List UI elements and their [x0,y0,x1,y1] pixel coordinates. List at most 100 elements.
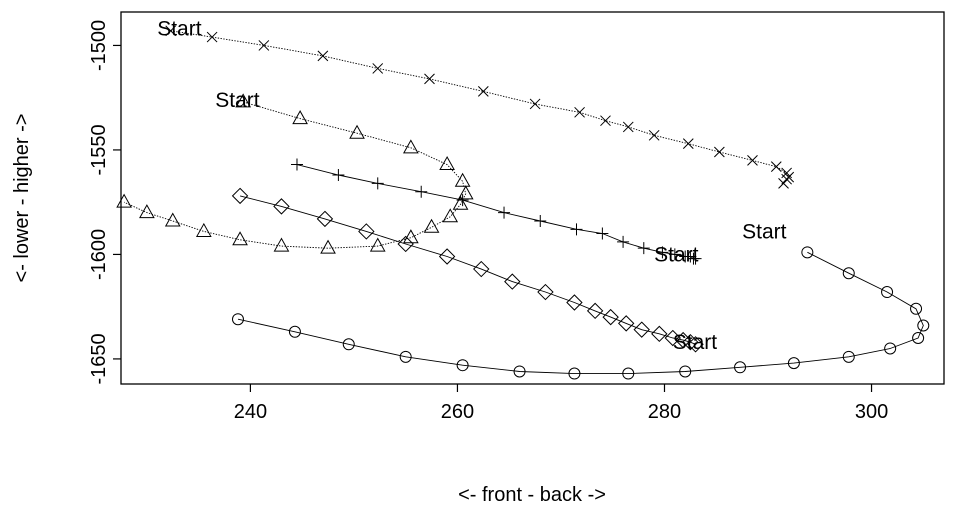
data-point [801,246,814,259]
data-point [689,252,702,265]
data-point [438,248,456,265]
data-point [617,315,635,332]
series-5: Start [231,220,930,380]
data-point [842,267,855,280]
data-point [258,40,270,51]
data-point [442,208,459,223]
data-point [917,319,930,332]
data-point [273,237,290,252]
data-point [651,325,668,343]
data-point [637,242,650,255]
data-point [633,321,650,338]
start-annotation: Start [742,220,787,243]
y-axis-label: <- lower - higher -> [11,114,33,283]
data-point [116,193,132,208]
data-point [206,31,218,43]
data-point [574,106,585,118]
data-point [787,357,800,370]
data-point [164,212,181,227]
data-point [884,342,897,355]
data-point [600,115,611,127]
series-1-line [170,30,790,184]
data-point [656,246,669,259]
data-point [668,248,681,261]
data-point [679,365,692,378]
data-point [842,350,855,363]
data-point [684,250,697,263]
x-axis: 240 260 280 300 [234,384,888,423]
data-point [537,283,554,301]
data-point [439,156,455,171]
data-point [372,63,384,74]
series-3: Start [290,158,702,266]
x-axis-label: <- front - back -> [458,484,606,506]
data-point [454,172,471,187]
data-point [415,185,428,198]
data-point [566,294,583,311]
data-point [734,361,747,374]
series-2: Start [116,89,474,254]
data-point [349,124,365,139]
data-point [369,237,386,252]
data-point [602,308,619,326]
data-point [358,223,375,240]
series-4: Start [231,187,718,354]
x-tick-label: 300 [855,401,888,423]
series-4-line [239,195,696,345]
y-tick-label: -1500 [88,20,110,71]
data-point [456,359,469,372]
data-point [664,329,681,347]
data-point [747,155,758,166]
x-tick-label: 260 [441,401,474,423]
data-point [317,50,329,62]
series-2-line [123,101,467,249]
data-point [682,138,694,150]
data-point [165,25,177,37]
series-layer: Start Start Start Start Start [116,18,930,380]
start-annotation: Start [215,89,260,112]
data-point [910,302,923,315]
data-point [504,273,521,290]
data-point [498,206,511,219]
y-axis: -1500 -1550 -1600 -1650 [88,20,121,384]
data-point [342,338,355,351]
data-point [424,73,435,85]
data-point [778,178,789,189]
data-point [195,222,212,237]
data-point [288,325,301,338]
data-point [513,365,526,378]
data-point [687,336,704,353]
data-point [622,121,634,133]
start-annotation: Start [673,331,718,354]
data-point [292,110,308,125]
data-point [570,223,583,236]
data-point [596,227,609,240]
data-point [770,161,782,173]
data-point [235,93,252,108]
series-5-line [237,251,924,375]
start-annotation: Start [157,18,202,41]
series-1: Start [157,18,795,189]
y-tick-label: -1650 [88,333,110,384]
data-point [399,350,412,363]
data-point [316,210,334,228]
data-point [477,86,489,97]
data-point [423,218,440,233]
data-point [457,185,474,200]
data-point [456,194,469,207]
plot-frame [120,11,945,385]
data-point [403,139,419,154]
x-tick-label: 240 [234,401,267,423]
data-point [232,231,248,246]
data-point [452,195,469,210]
data-point [332,169,345,182]
y-tick-label: -1600 [88,229,110,280]
data-point [781,167,793,179]
data-point [881,286,894,299]
data-point [529,98,541,110]
data-point [371,177,384,190]
data-point [473,260,490,278]
data-point [273,198,290,215]
series-3-line [296,164,696,260]
